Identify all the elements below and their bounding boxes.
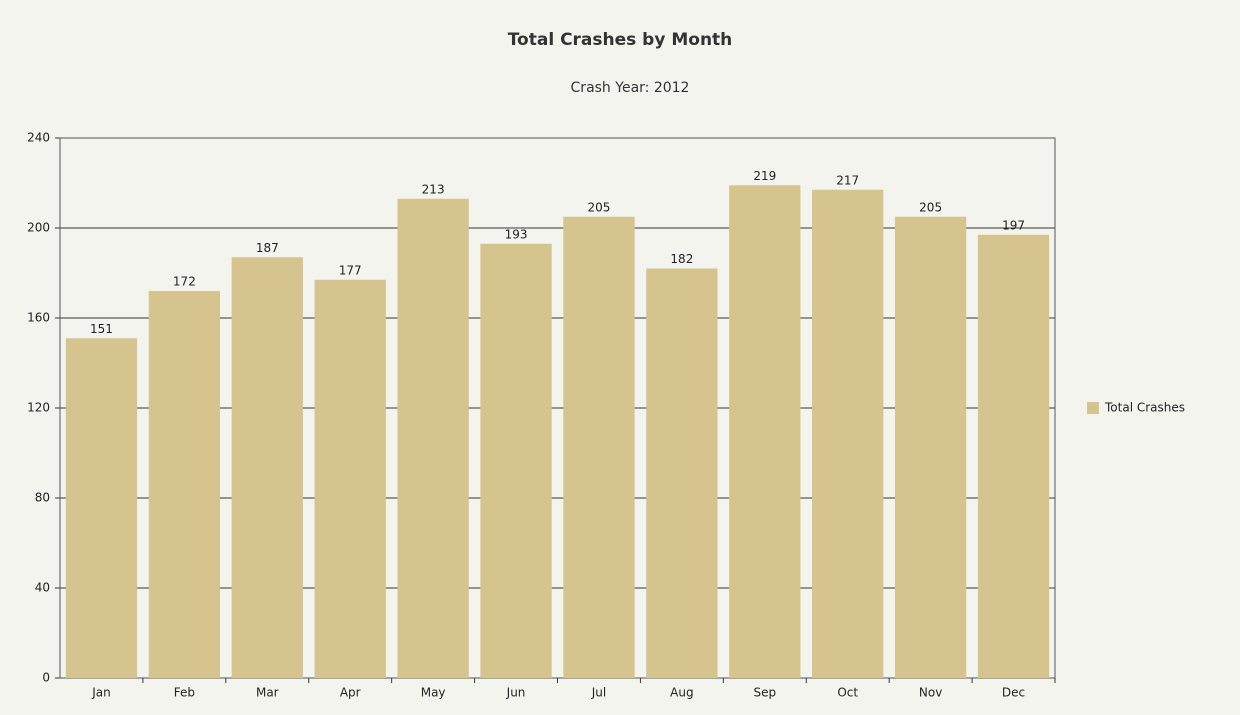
bar	[729, 185, 801, 678]
y-tick-label: 40	[35, 581, 50, 595]
data-label: 193	[505, 227, 528, 241]
y-tick-label: 160	[27, 311, 50, 325]
bar	[894, 216, 967, 678]
bar	[563, 216, 635, 678]
x-tick-label: Dec	[1002, 686, 1025, 700]
chart-subtitle: Crash Year: 2012	[571, 80, 690, 96]
data-label: 217	[836, 173, 859, 187]
y-tick-label: 80	[35, 491, 50, 505]
data-label: 213	[422, 182, 445, 196]
x-tick-label: May	[421, 686, 446, 700]
x-tick-label: Oct	[837, 686, 858, 700]
x-tick-label: Aug	[670, 686, 693, 700]
y-tick-label: 240	[27, 131, 50, 145]
y-tick-label: 200	[27, 221, 50, 235]
data-label: 182	[670, 252, 693, 266]
x-tick-label: Sep	[753, 686, 776, 700]
data-label: 187	[256, 241, 279, 255]
y-tick-label: 0	[42, 671, 50, 685]
data-label: 205	[588, 200, 611, 214]
data-label: 205	[919, 200, 942, 214]
data-label: 172	[173, 275, 196, 289]
bar	[646, 268, 718, 678]
data-label: 197	[1002, 218, 1025, 232]
bar	[231, 257, 303, 678]
x-tick-label: Jan	[91, 686, 111, 700]
bar	[65, 338, 138, 678]
bar	[148, 291, 221, 678]
x-tick-label: Jun	[506, 686, 526, 700]
y-tick-label: 120	[27, 401, 50, 415]
bar	[480, 243, 552, 678]
x-tick-label: Jul	[591, 686, 606, 700]
x-tick-label: Feb	[174, 686, 195, 700]
chart-title: Total Crashes by Month	[508, 30, 733, 50]
legend-label: Total Crashes	[1104, 401, 1185, 415]
x-tick-label: Mar	[256, 686, 279, 700]
x-tick-label: Nov	[919, 686, 942, 700]
legend-swatch	[1087, 402, 1099, 414]
data-label: 177	[339, 263, 362, 277]
bar	[314, 279, 386, 678]
x-tick-label: Apr	[340, 686, 361, 700]
data-label: 219	[753, 169, 776, 183]
bar	[977, 234, 1050, 678]
bar	[812, 189, 884, 678]
bar	[397, 198, 469, 678]
data-label: 151	[90, 322, 113, 336]
